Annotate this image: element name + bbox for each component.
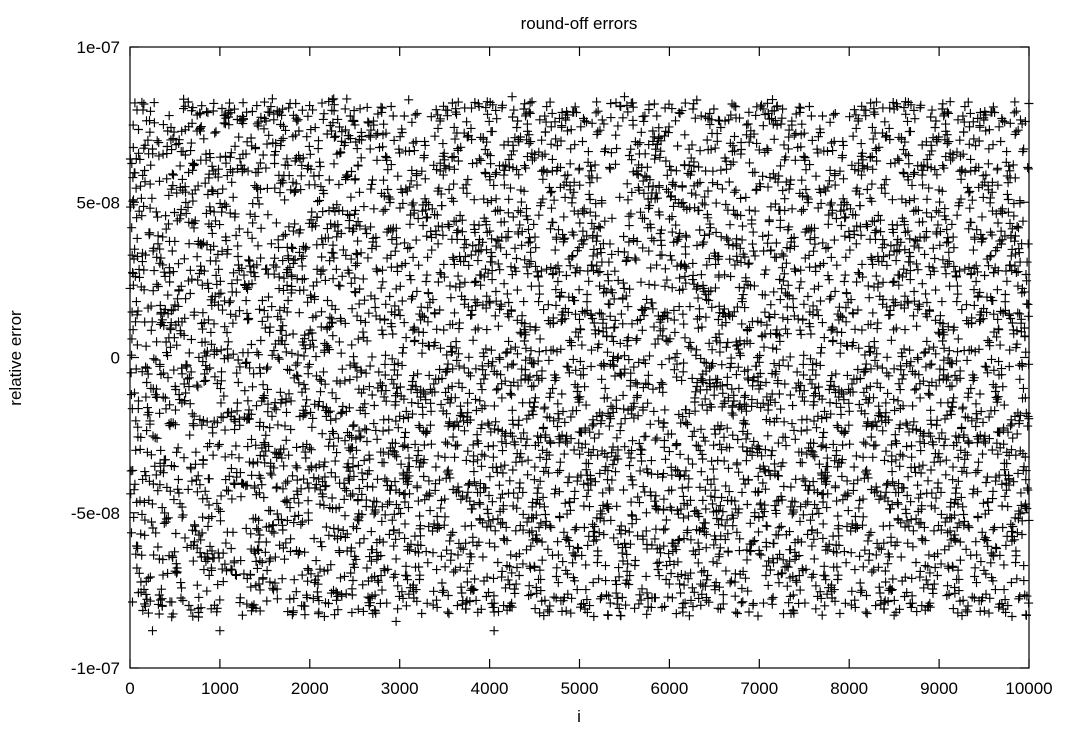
- y-tick-label: 1e-07: [77, 38, 120, 57]
- x-tick-label: 6000: [650, 679, 688, 698]
- y-axis-label: relative error: [6, 310, 25, 406]
- x-tick-label: 5000: [561, 679, 599, 698]
- data-points: [125, 92, 1034, 636]
- y-tick-label: -1e-07: [71, 659, 120, 678]
- x-tick-label: 3000: [381, 679, 419, 698]
- y-tick-label: 0: [111, 349, 120, 368]
- x-tick-label: 8000: [830, 679, 868, 698]
- x-tick-label: 9000: [920, 679, 958, 698]
- plot-frame: [129, 46, 1030, 669]
- scatter-point-markers: [125, 92, 1034, 636]
- chart-title: round-off errors: [521, 14, 638, 33]
- x-axis-label: i: [577, 707, 581, 726]
- x-tick-label: 4000: [471, 679, 509, 698]
- x-tick-label: 10000: [1005, 679, 1052, 698]
- y-tick-label: 5e-08: [77, 193, 120, 212]
- x-tick-label: 0: [125, 679, 134, 698]
- y-tick-label: -5e-08: [71, 504, 120, 523]
- axis-ticks: 0 1000 2000 3000 4000 5000 6000 7000 8000 9000 100…: [71, 38, 1053, 698]
- x-tick-label: 1000: [201, 679, 239, 698]
- x-tick-label: 7000: [740, 679, 778, 698]
- x-tick-label: 2000: [291, 679, 329, 698]
